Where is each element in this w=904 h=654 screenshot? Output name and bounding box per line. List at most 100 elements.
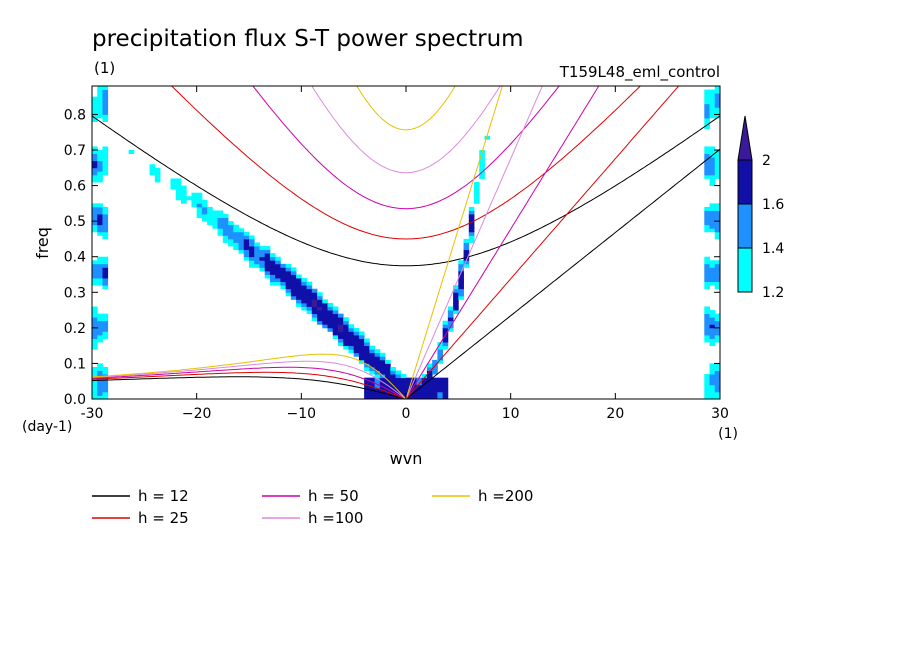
power-cell — [233, 228, 239, 233]
power-cell — [322, 317, 328, 322]
power-cell — [442, 338, 449, 343]
power-cell — [442, 377, 449, 382]
power-cell — [704, 160, 710, 165]
power-cell — [416, 384, 423, 389]
power-cell — [364, 349, 370, 354]
power-cell — [714, 214, 720, 219]
power-cell — [453, 295, 459, 300]
power-cell — [709, 270, 716, 275]
power-cell — [704, 317, 710, 322]
power-cell — [447, 310, 454, 315]
inertio-gravity-curve-h12 — [92, 115, 720, 267]
power-cell — [233, 235, 239, 240]
power-cell — [301, 302, 307, 307]
power-cell — [317, 292, 323, 297]
power-cell — [97, 395, 103, 399]
power-cell — [385, 395, 391, 399]
power-cell — [296, 288, 302, 293]
rossby-curve-h25 — [92, 371, 407, 399]
power-cell — [306, 310, 313, 315]
power-cell — [97, 381, 103, 386]
power-cell — [290, 292, 297, 297]
power-cell — [337, 320, 344, 325]
power-cell — [463, 242, 470, 247]
power-cell — [222, 231, 229, 236]
power-cell — [704, 118, 710, 122]
power-cell — [709, 381, 716, 386]
power-cell — [343, 334, 349, 339]
power-cell — [704, 96, 710, 101]
power-cell — [97, 228, 103, 233]
power-cell — [714, 160, 720, 165]
power-cell — [92, 228, 98, 233]
power-cell — [92, 214, 98, 219]
power-cell — [704, 334, 710, 339]
power-cell — [92, 381, 98, 386]
power-cell — [92, 278, 98, 283]
power-cell — [92, 374, 98, 379]
power-cell — [442, 384, 449, 389]
power-cell — [97, 157, 103, 162]
power-cell — [704, 278, 710, 283]
power-cell — [364, 352, 370, 357]
power-cell — [714, 324, 720, 329]
power-cell — [714, 171, 720, 176]
power-cell — [369, 366, 375, 371]
power-cell — [285, 292, 292, 297]
power-cell — [704, 338, 710, 343]
power-cell — [353, 331, 360, 336]
y-tick-label: 0.8 — [64, 107, 86, 123]
power-cell — [704, 214, 710, 219]
power-cell — [275, 281, 281, 286]
power-cell — [453, 288, 459, 293]
power-cell — [92, 221, 98, 226]
y-axis-ticks: 0.0 0.1 0.2 0.3 0.4 0.5 0.6 0.7 0.8 — [64, 107, 720, 408]
power-cell — [385, 366, 391, 371]
power-cell — [97, 263, 103, 268]
power-cell — [374, 349, 381, 354]
power-cell — [406, 384, 412, 389]
power-cell — [337, 313, 344, 318]
power-cell — [714, 153, 720, 158]
power-cell — [301, 299, 307, 304]
power-cell — [92, 334, 98, 339]
power-cell — [97, 377, 103, 382]
power-cell — [704, 285, 710, 290]
power-cell — [474, 185, 480, 190]
plot-area — [92, 86, 720, 399]
power-cell — [379, 381, 386, 386]
x-units-label: (1) — [718, 426, 738, 442]
power-cell — [102, 317, 109, 322]
power-cell — [97, 224, 103, 229]
power-cell — [97, 150, 103, 154]
power-cell — [317, 313, 323, 318]
power-cell — [306, 285, 313, 290]
power-cell — [92, 270, 98, 275]
power-cell — [97, 331, 103, 336]
power-cell — [364, 345, 370, 350]
power-cell — [714, 327, 720, 332]
power-cell — [92, 274, 98, 279]
power-cell — [704, 228, 710, 233]
power-cell — [196, 192, 203, 197]
power-cell — [458, 281, 464, 286]
colorbar-label: 1.4 — [762, 241, 784, 257]
power-cell — [709, 103, 716, 108]
power-cell — [374, 395, 381, 399]
power-cell — [102, 221, 109, 226]
power-cell — [317, 306, 323, 311]
power-cell — [447, 317, 454, 322]
power-cell — [709, 377, 716, 382]
power-cell — [709, 342, 716, 347]
power-cell — [442, 320, 449, 325]
power-cell — [217, 214, 224, 219]
power-cell — [385, 370, 391, 375]
power-cell — [154, 174, 161, 179]
inertio-gravity-curve-h200 — [356, 86, 456, 131]
power-cell — [416, 377, 423, 382]
power-cell — [149, 171, 156, 176]
legend: h = 12 h = 25 h = 50 h =100 h =200 — [92, 487, 533, 527]
power-cell — [102, 370, 109, 375]
power-cell — [264, 270, 271, 275]
power-cell — [704, 153, 710, 158]
